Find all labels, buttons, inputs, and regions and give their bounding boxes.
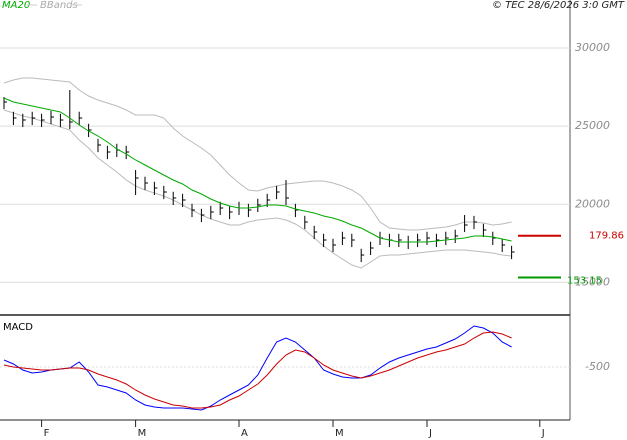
y-tick-label: -500 [585, 360, 610, 373]
panel-title: MACD [3, 322, 33, 333]
y-tick-label: 15000 [575, 275, 610, 288]
macd-line [3, 331, 512, 409]
level-label: 153.15 [567, 275, 602, 286]
legend-entry: MA20 [2, 0, 30, 11]
x-tick-label: F [44, 428, 50, 439]
ma20-line [3, 97, 512, 243]
y-tick-label: 25000 [575, 119, 610, 132]
x-tick-label: J [541, 428, 545, 439]
bband-lower [3, 109, 512, 269]
level-label: 179.86 [589, 231, 624, 242]
y-tick-label: 20000 [575, 197, 610, 210]
x-tick-label: J [428, 428, 432, 439]
legend-entry: BBands [40, 0, 78, 11]
x-tick-label: A [241, 428, 248, 439]
macd-line [3, 325, 512, 411]
x-tick-label: M [138, 428, 147, 439]
bband-upper [3, 77, 512, 231]
source: © TEC 28/6/2026 3:0 GMT [492, 0, 625, 11]
x-tick-label: M [335, 428, 344, 439]
y-tick-label: 30000 [575, 41, 610, 54]
